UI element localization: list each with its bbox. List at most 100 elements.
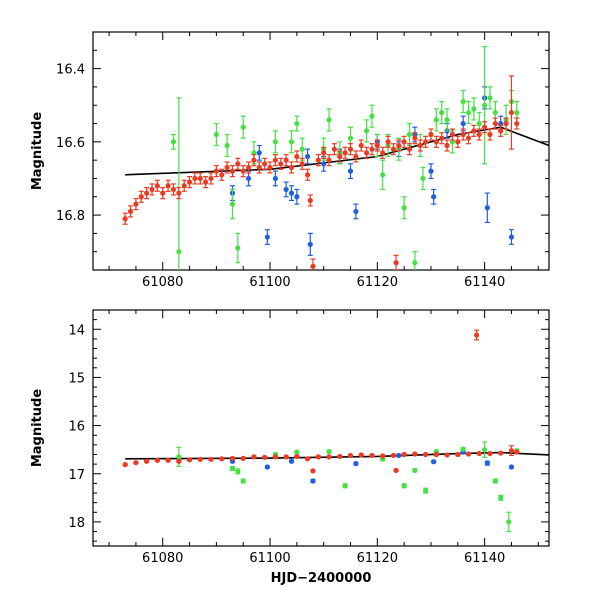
data-point-green [240, 478, 246, 484]
data-point-green [299, 146, 305, 152]
data-point-green [444, 117, 450, 123]
data-point-red [219, 172, 225, 178]
data-point-red [412, 135, 418, 141]
data-point-red [401, 451, 407, 458]
data-point-red [321, 150, 327, 156]
data-point-red [342, 150, 348, 156]
data-point-green [514, 109, 520, 116]
data-point-red [358, 452, 364, 458]
data-point-green [272, 139, 278, 145]
data-point-blue [294, 194, 300, 200]
data-point-blue [256, 150, 262, 156]
data-point-red [240, 455, 246, 461]
data-point-green [498, 495, 504, 501]
data-point-green [401, 205, 407, 211]
data-point-red [514, 449, 520, 455]
data-point-blue [347, 168, 354, 174]
y-tick-label: 14 [68, 323, 85, 338]
x-tick-label: 61100 [249, 275, 290, 290]
data-point-red [385, 139, 391, 145]
x-axis-label: HJD−2400000 [271, 571, 372, 586]
series-green [170, 46, 520, 270]
data-point-red [444, 142, 450, 149]
data-point-red [331, 146, 338, 152]
data-point-red [208, 175, 214, 182]
bottom-panel: 61080 61100 61120 61140 14 15 16 17 18 Magnitude H… [30, 309, 550, 586]
data-point-blue [272, 175, 278, 182]
data-point-red [208, 456, 214, 462]
data-point-blue [396, 452, 402, 459]
data-point-blue [431, 459, 437, 465]
data-point-red [186, 457, 193, 463]
data-point-red [444, 452, 450, 458]
data-point-red [412, 451, 418, 457]
data-point-red [369, 452, 375, 459]
data-point-red [144, 458, 150, 464]
x-tick-label: 61120 [357, 275, 398, 290]
data-point-red [326, 157, 332, 163]
data-point-red [192, 175, 198, 182]
data-point-red [251, 454, 257, 460]
x-tick-label: 61100 [249, 551, 290, 566]
data-point-blue [428, 168, 434, 174]
data-point-red [251, 157, 257, 163]
data-point-red [240, 168, 246, 174]
data-point-green [412, 260, 418, 266]
data-point-red [406, 146, 413, 152]
data-point-blue [310, 478, 316, 484]
data-point-red [465, 451, 472, 457]
series-blue [229, 86, 515, 256]
data-point-red [358, 142, 364, 149]
data-point-red [380, 150, 386, 156]
data-point-red [364, 150, 370, 156]
data-point-red [390, 452, 397, 459]
data-point-red [423, 451, 429, 458]
y-tick-label: 18 [68, 516, 85, 531]
data-point-red [186, 179, 193, 185]
data-point-blue [304, 153, 311, 160]
data-point-red [272, 157, 278, 163]
data-point-blue [283, 186, 289, 193]
data-point-red [181, 183, 187, 189]
data-point-red [476, 450, 482, 457]
data-point-green [482, 447, 488, 453]
data-point-green [347, 135, 354, 141]
data-point-red [283, 454, 289, 460]
data-layer [122, 329, 549, 533]
data-point-green [492, 109, 498, 116]
data-point-green [487, 95, 493, 101]
data-point-green [240, 124, 246, 130]
data-point-red [160, 190, 166, 196]
data-point-red [144, 190, 150, 196]
data-point-red [122, 462, 128, 468]
data-point-red [304, 456, 311, 462]
data-point-green [412, 467, 418, 473]
data-point-green [492, 478, 498, 484]
data-point-green [433, 117, 439, 123]
data-point-red [482, 124, 488, 130]
data-point-red [127, 208, 134, 215]
data-point-green [423, 488, 429, 494]
data-point-green [460, 446, 466, 452]
data-point-green [471, 106, 477, 112]
data-point-blue [288, 458, 295, 464]
y-tick-label: 17 [68, 468, 85, 483]
x-tick-label: 61140 [464, 275, 505, 290]
data-point-red [176, 458, 182, 464]
data-point-red [283, 157, 289, 163]
data-point-red [304, 172, 311, 178]
series-green [176, 441, 520, 533]
data-point-blue [245, 175, 252, 182]
data-point-red [455, 139, 461, 145]
data-point-red [224, 164, 230, 171]
data-point-red [294, 153, 300, 160]
data-point-red [262, 454, 268, 460]
data-point-blue [321, 161, 327, 167]
data-point-red [439, 135, 445, 141]
data-point-red [487, 450, 493, 457]
series-red [122, 75, 520, 270]
data-point-red [170, 186, 177, 193]
data-point-blue [508, 464, 515, 470]
data-point-green [170, 139, 177, 145]
y-tick-label: 16.4 [56, 63, 85, 78]
